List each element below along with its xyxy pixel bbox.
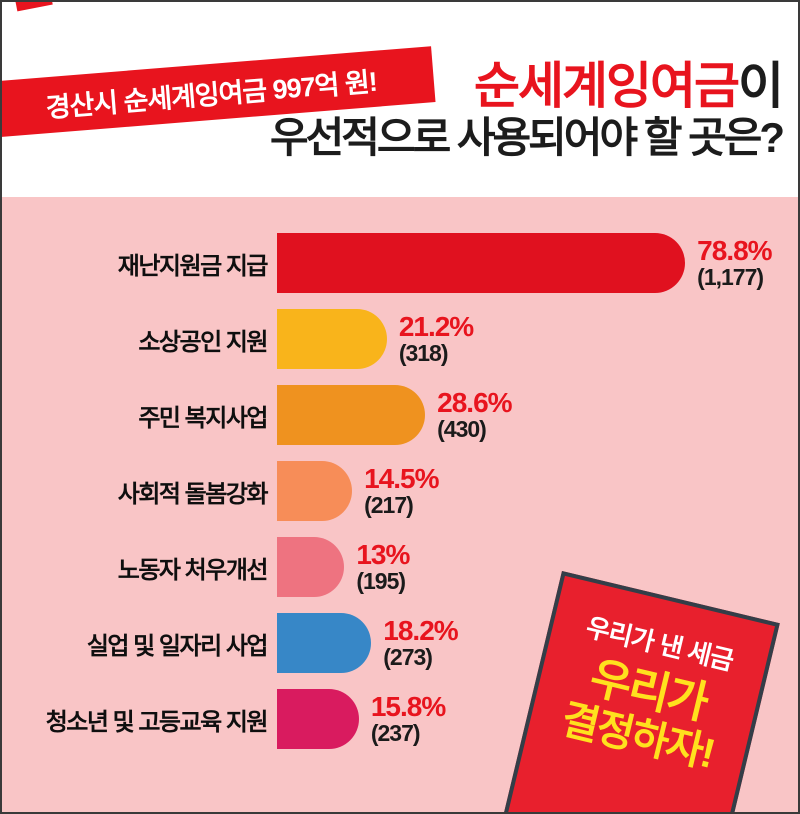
bar	[277, 613, 372, 673]
bar	[277, 689, 359, 749]
category-label: 재난지원금 지급	[117, 252, 269, 280]
bar-chart: 재난지원금 지급 78.8% (1,177) 소상공인 지원 21.2% (31…	[2, 225, 798, 757]
count-label: (430)	[437, 415, 487, 442]
page-subtitle: 우선적으로 사용되어야 할 곳은?	[270, 113, 785, 161]
count-label: (318)	[398, 339, 449, 366]
category-label: 소상공인 지원	[138, 328, 268, 356]
bar-stats: 13% (195)	[356, 539, 410, 594]
category-label: 주민 복지사업	[138, 404, 268, 432]
bar-stats: 28.6% (430)	[437, 387, 512, 442]
chart-panel: 재난지원금 지급 78.8% (1,177) 소상공인 지원 21.2% (31…	[2, 197, 798, 812]
hand-illustration	[488, 809, 798, 814]
count-label: (1,177)	[697, 263, 764, 290]
bar	[277, 233, 686, 293]
header: 경산시 순세계잉여금 997억 원! 순세계잉여금이 우선적으로 사용되어야 할…	[2, 2, 798, 197]
category-label: 사회적 돌봄강화	[117, 480, 269, 508]
value-label: 13%	[356, 539, 410, 570]
title-block: 순세계잉여금이 우선적으로 사용되어야 할 곳은?	[270, 58, 785, 161]
value-label: 21.2%	[398, 311, 474, 342]
page-title: 순세계잉여금이	[270, 58, 784, 114]
value-label: 15.8%	[370, 691, 446, 722]
value-label: 18.2%	[383, 615, 458, 646]
chart-row: 청소년 및 고등교육 지원 15.8% (237)	[2, 681, 798, 757]
value-label: 14.5%	[364, 463, 439, 494]
chart-row: 사회적 돌봄강화 14.5% (217)	[2, 453, 798, 529]
value-label: 28.6%	[437, 387, 512, 418]
chart-row: 재난지원금 지급 78.8% (1,177)	[2, 225, 798, 301]
bar-stats: 21.2% (318)	[398, 311, 474, 366]
chart-row: 주민 복지사업 28.6% (430)	[2, 377, 798, 453]
bar	[277, 385, 426, 445]
bar	[277, 309, 387, 369]
bar-stats: 78.8% (1,177)	[697, 235, 772, 290]
category-label: 실업 및 일자리 사업	[86, 632, 269, 660]
category-label: 노동자 처우개선	[117, 556, 269, 584]
count-label: (273)	[383, 643, 433, 670]
count-label: (217)	[364, 491, 414, 518]
count-label: (195)	[356, 567, 406, 594]
bar-stats: 18.2% (273)	[383, 615, 458, 670]
bar-stats: 14.5% (217)	[364, 463, 439, 518]
title-suffix: 이	[738, 58, 784, 114]
count-label: (237)	[370, 719, 421, 746]
chart-row: 소상공인 지원 21.2% (318)	[2, 301, 798, 377]
chart-row: 노동자 처우개선 13% (195)	[2, 529, 798, 605]
corner-ribbon-sliver	[15, 2, 53, 12]
bar	[277, 537, 345, 597]
category-label: 청소년 및 고등교육 지원	[45, 708, 269, 736]
chart-row: 실업 및 일자리 사업 18.2% (273)	[2, 605, 798, 681]
bar-stats: 15.8% (237)	[370, 691, 446, 746]
title-highlight: 순세계잉여금	[474, 58, 740, 114]
bar	[277, 461, 353, 521]
value-label: 78.8%	[697, 235, 772, 266]
